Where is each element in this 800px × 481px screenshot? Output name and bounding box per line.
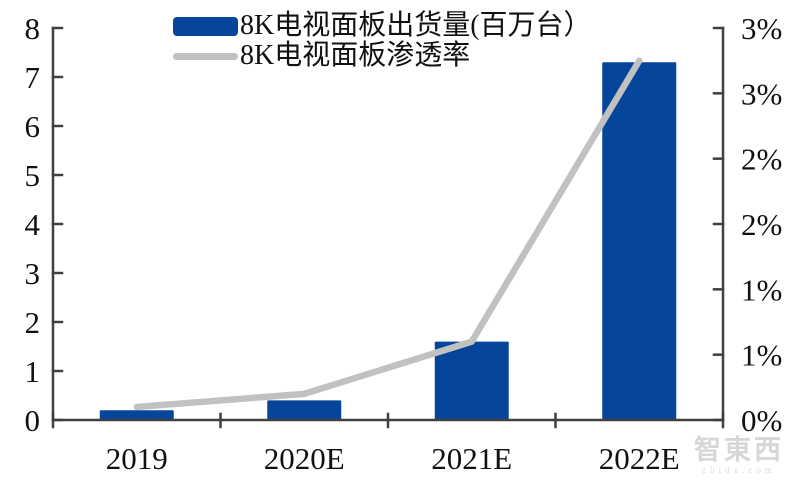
bar-series-swatch xyxy=(173,16,238,36)
right-axis-label: 2% xyxy=(741,142,782,177)
right-axis-label: 0% xyxy=(741,403,782,438)
left-axis-label: 6 xyxy=(25,109,41,144)
watermark-brand: 智東西 xyxy=(694,435,784,465)
watermark-domain: zhidx.com xyxy=(702,465,776,475)
legend-label-shipments: 8K电视面板出货量(百万台） xyxy=(240,10,592,41)
x-axis-label: 2021E xyxy=(431,441,512,476)
right-axis-label: 1% xyxy=(741,272,782,307)
right-axis-label: 1% xyxy=(741,338,782,373)
right-axis-label: 3% xyxy=(741,11,782,46)
left-axis-label: 2 xyxy=(25,305,41,340)
bar-2019 xyxy=(99,410,174,420)
bar-2021E xyxy=(434,341,509,420)
left-axis-label: 7 xyxy=(25,60,41,95)
right-axis-label: 3% xyxy=(741,76,782,111)
left-axis-label: 4 xyxy=(25,207,41,242)
x-axis-label: 2020E xyxy=(264,441,345,476)
left-axis-label: 3 xyxy=(25,256,41,291)
penetration-line xyxy=(133,57,643,411)
line-series-swatch xyxy=(173,52,238,60)
left-axis-label: 8 xyxy=(25,11,41,46)
bar-2020E xyxy=(267,400,342,420)
x-axis-label: 2019 xyxy=(106,441,168,476)
right-axis-label: 2% xyxy=(741,207,782,242)
left-axis-label: 0 xyxy=(25,403,41,438)
left-axis-label: 1 xyxy=(25,354,41,389)
watermark: 智東西 zhidx.com xyxy=(694,435,784,476)
legend: 8K电视面板出货量(百万台） 8K电视面板渗透率 xyxy=(173,11,592,71)
legend-label-penetration: 8K电视面板渗透率 xyxy=(240,40,471,71)
legend-item-penetration: 8K电视面板渗透率 xyxy=(173,40,592,71)
left-axis-label: 5 xyxy=(25,158,41,193)
bar-2022E xyxy=(602,62,677,421)
legend-item-shipments: 8K电视面板出货量(百万台） xyxy=(173,11,592,41)
x-axis-label: 2022E xyxy=(599,441,680,476)
